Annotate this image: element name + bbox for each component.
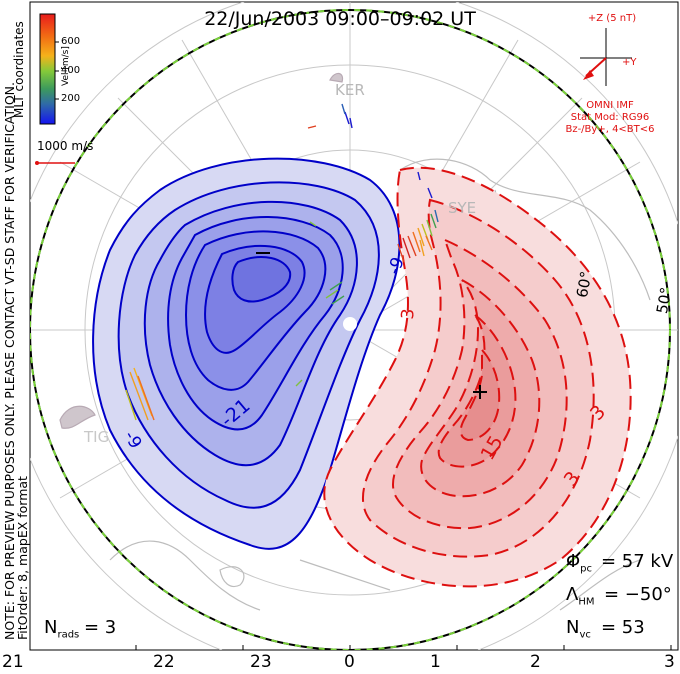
colorbar-tick-600: 600 (61, 36, 81, 47)
mlt-label-2: 2 (530, 652, 541, 672)
n-vc-symbol: Nvc (566, 617, 591, 641)
colorbar-tick-200: 200 (61, 93, 81, 104)
positive-potential-cell (323, 166, 632, 588)
velocity-colorbar (39, 13, 56, 125)
hm-boundary-overlay (30, 9, 671, 650)
negative-potential-cell (92, 157, 401, 550)
imf-z-label: +Z (5 nT) (587, 13, 637, 24)
lambda-hm-symbol: ΛHM (566, 584, 595, 608)
phi-pc-value: = 57 kV (601, 551, 674, 572)
radar-ker: KER (335, 81, 365, 99)
colorbar-tick-400: 400 (61, 65, 81, 76)
null-point-marker (343, 317, 357, 331)
radar-sye: SYE (448, 199, 477, 217)
imf-model: Stat Mod: RG96 (570, 112, 650, 123)
mlt-tick-marks (29, 645, 672, 650)
n-rads-value: = 3 (84, 617, 117, 638)
imf-dial (580, 28, 632, 86)
mlt-label-0: 0 (344, 652, 355, 672)
velocity-vectors (125, 103, 439, 421)
lambda-hm-value: = −50° (604, 584, 672, 605)
mlt-label-3: 3 (664, 652, 675, 672)
mlt-label-22: 22 (153, 652, 175, 672)
map-title: 22/Jun/2003 09:00–09:02 UT (204, 8, 476, 30)
imf-source: OMNI IMF (586, 100, 634, 111)
mlt-label-1: 1 (430, 652, 441, 672)
scale-vector-label: 1000 m/s (37, 139, 94, 153)
n-rads-symbol: Nrads (44, 617, 80, 641)
imf-y-label: +Y (622, 57, 637, 68)
fit-order-label: FitOrder: 8, mapEX format (15, 476, 30, 640)
potential-max-marker (473, 385, 487, 399)
contour-label-near-null: 3 (397, 307, 419, 321)
n-vc-value: = 53 (601, 617, 645, 638)
imf-condition: Bz-/By+, 4<BT<6 (565, 124, 655, 135)
radar-tig: TIG (84, 428, 110, 446)
mlt-label-23: 23 (250, 652, 272, 672)
phi-pc-symbol: Φpc (566, 551, 593, 575)
mlt-label-21: 21 (2, 652, 24, 672)
